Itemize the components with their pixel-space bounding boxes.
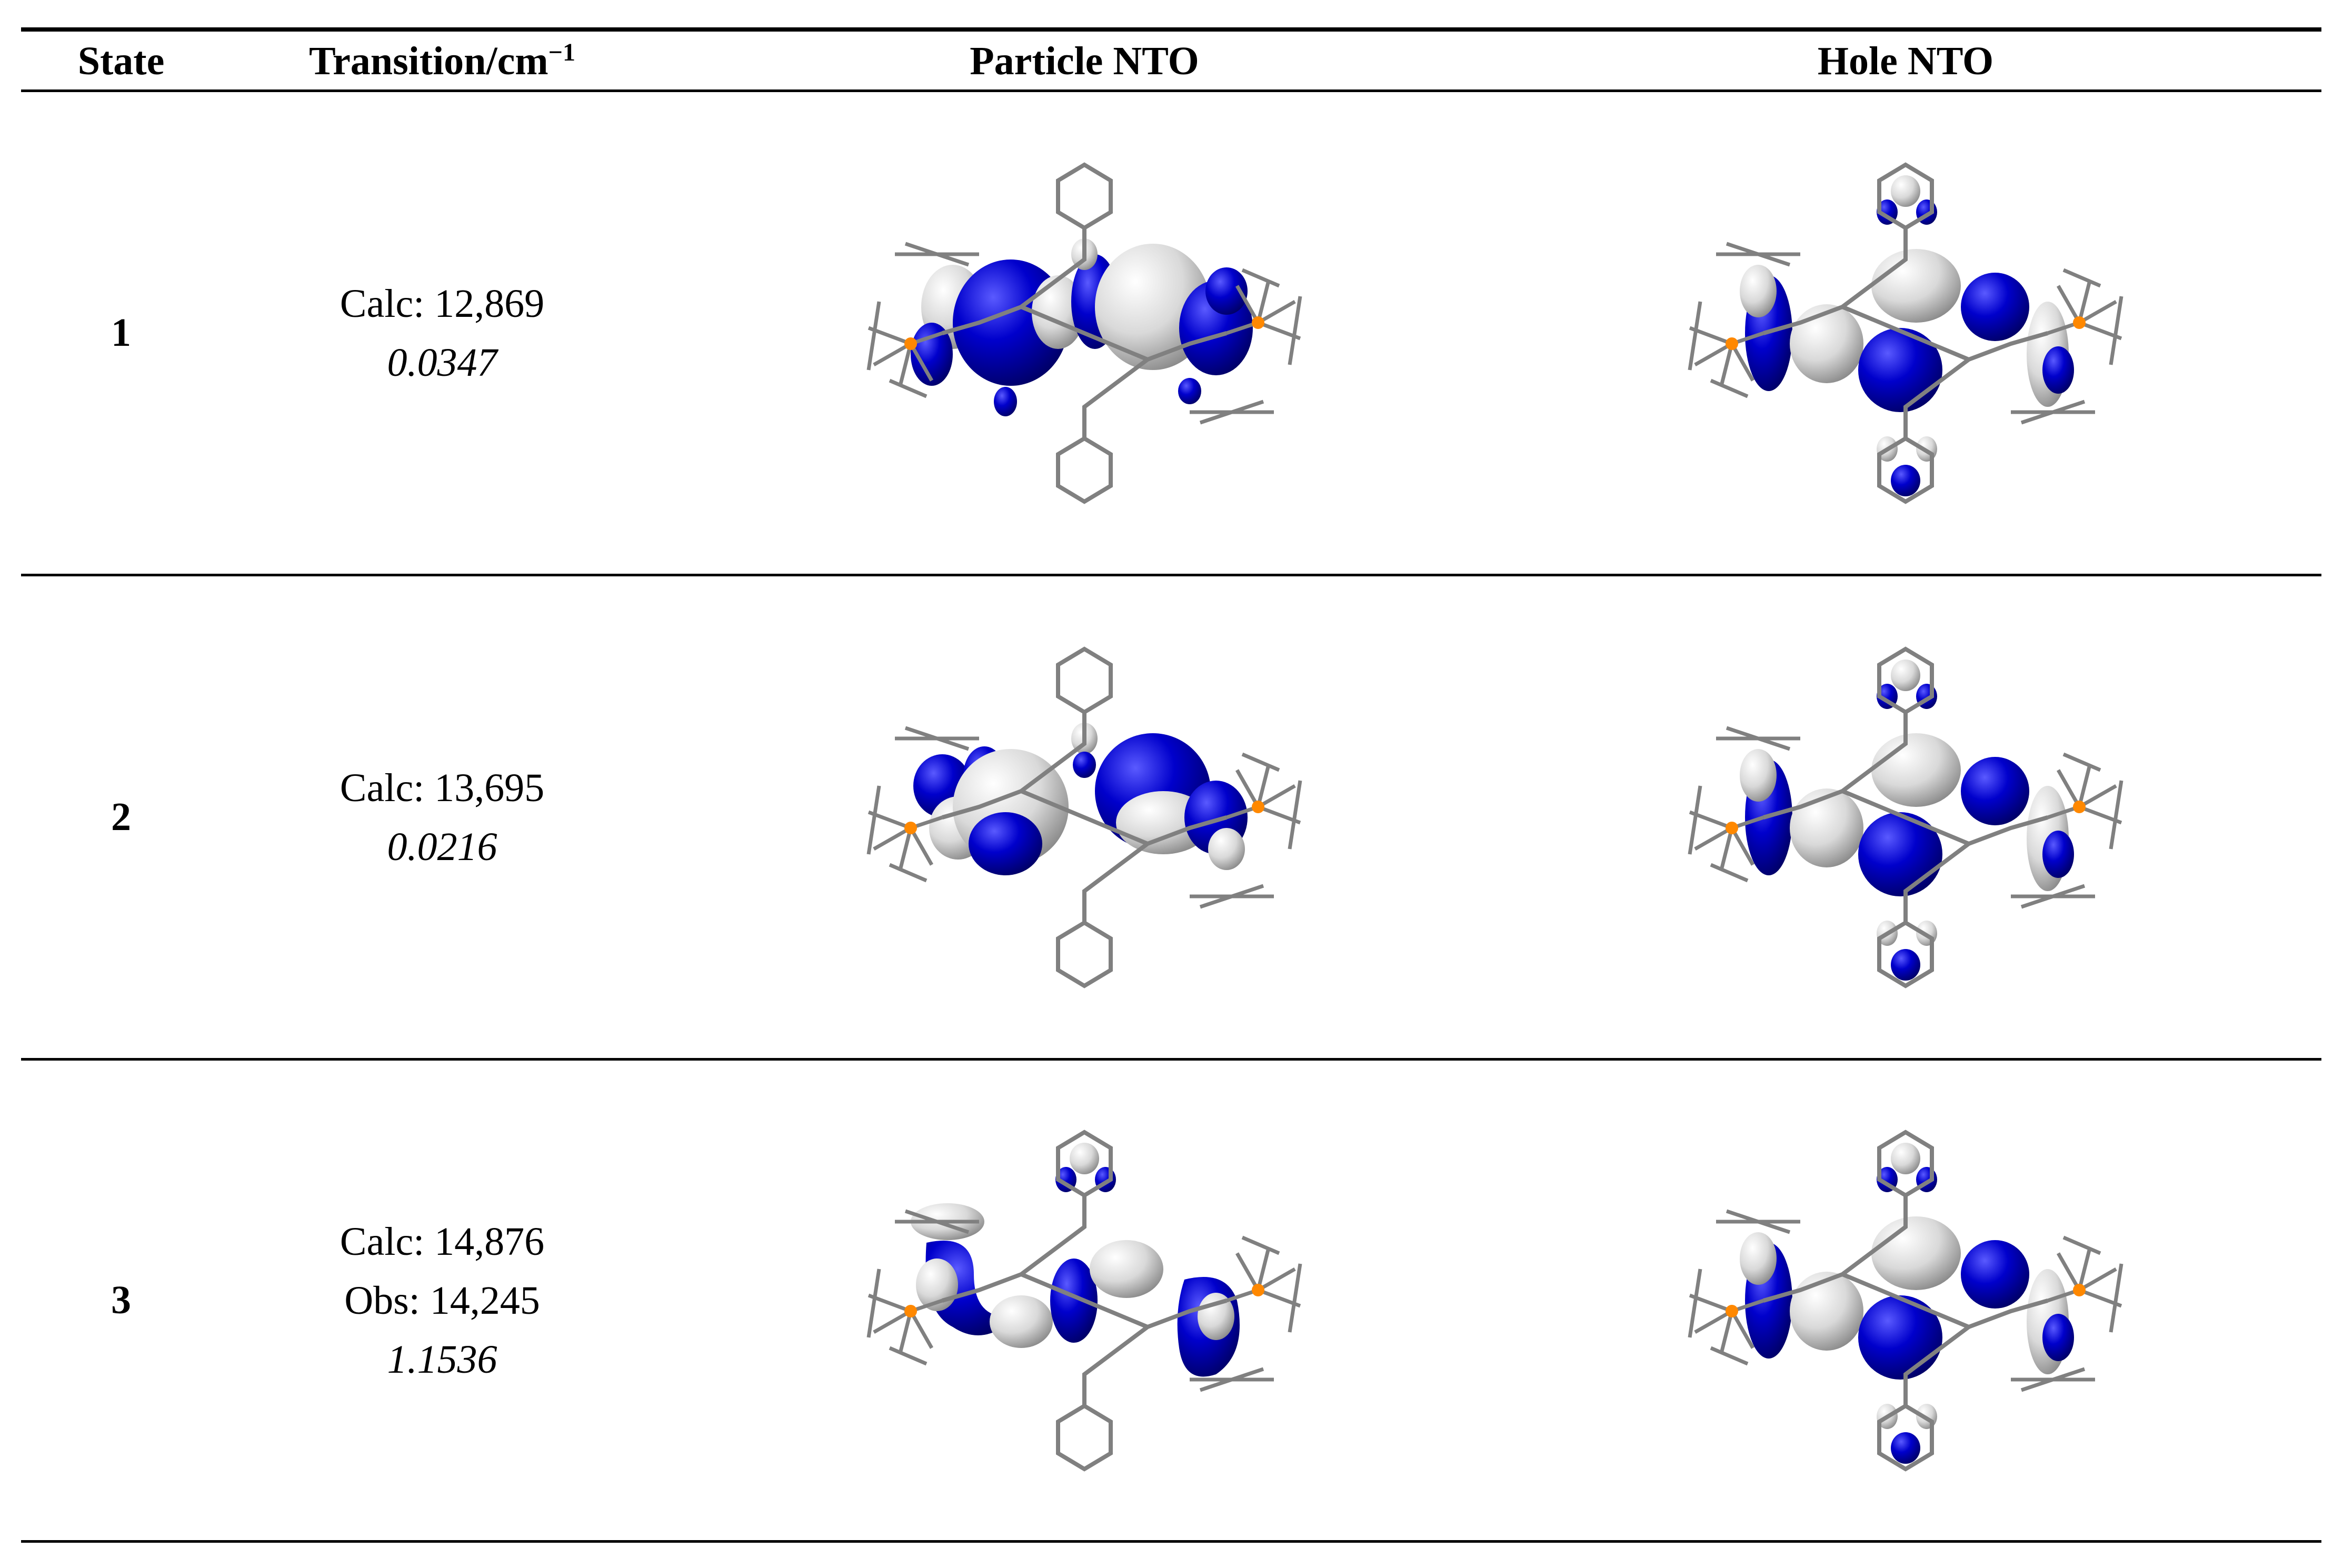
calc-value: Calc: 14,876 — [340, 1219, 545, 1264]
calc-value: Calc: 13,695 — [340, 765, 545, 810]
hole-nto-image — [1495, 92, 2316, 574]
oscillator-strength: 0.0347 — [387, 340, 497, 385]
header-state-label: State — [77, 39, 165, 83]
table-row: 3 Calc: 14,876 Obs: 14,245 1.1536 — [0, 1061, 2343, 1540]
header-transition-label: Transition/cm — [309, 39, 549, 83]
header-state: State — [32, 34, 211, 88]
state-number: 2 — [111, 795, 131, 839]
row-divider-1 — [21, 574, 2321, 576]
header-transition-unit-exponent: −1 — [548, 38, 575, 66]
obs-value: Obs: 14,245 — [344, 1278, 540, 1323]
header-hole-label: Hole NTO — [1817, 39, 1994, 83]
oscillator-strength: 0.0216 — [387, 824, 497, 869]
header-hole-nto: Hole NTO — [1495, 34, 2316, 88]
table-bottom-rule — [21, 1540, 2321, 1543]
particle-nto-image — [674, 576, 1495, 1058]
header-particle-nto: Particle NTO — [674, 34, 1495, 88]
table-top-rule — [21, 27, 2321, 32]
calc-value: Calc: 12,869 — [340, 281, 545, 326]
particle-nto-image — [674, 1061, 1495, 1540]
table-header-rule — [21, 89, 2321, 92]
table-row: 2 Calc: 13,695 0.0216 — [0, 576, 2343, 1058]
state-number: 3 — [111, 1278, 131, 1322]
state-number: 1 — [111, 311, 131, 355]
particle-nto-image — [674, 92, 1495, 574]
row-divider-2 — [21, 1058, 2321, 1061]
oscillator-strength: 1.1536 — [387, 1337, 497, 1382]
table-row: 1 Calc: 12,869 0.0347 — [0, 92, 2343, 574]
transition-cell: Calc: 14,876 Obs: 14,245 1.1536 — [211, 1061, 674, 1540]
header-particle-label: Particle NTO — [970, 39, 1199, 83]
header-transition: Transition/cm−1 — [211, 34, 674, 88]
transition-cell: Calc: 13,695 0.0216 — [211, 576, 674, 1058]
transition-cell: Calc: 12,869 0.0347 — [211, 92, 674, 574]
hole-nto-image — [1495, 1061, 2316, 1540]
hole-nto-image — [1495, 576, 2316, 1058]
